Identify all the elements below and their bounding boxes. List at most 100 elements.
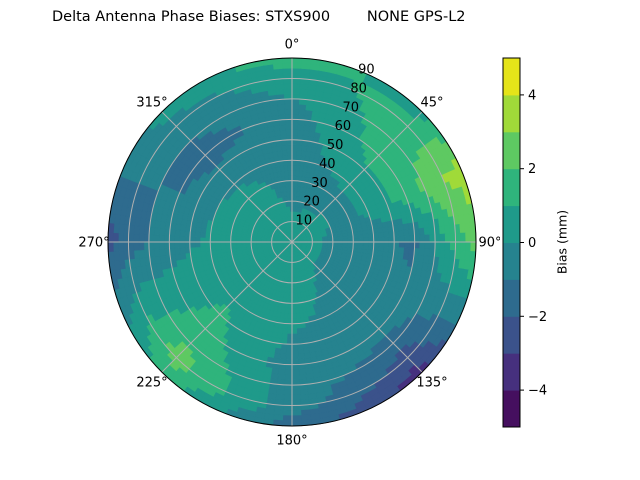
contour-cell [283, 389, 293, 396]
angular-gridline [291, 111, 423, 243]
contour-cell [352, 234, 359, 240]
contour-cell [439, 249, 446, 259]
contour-cell [295, 323, 302, 330]
contour-cell [285, 348, 293, 355]
contour-cell [378, 236, 385, 243]
contour-cell [153, 234, 160, 243]
contour-cell [295, 312, 301, 319]
contour-cell [128, 241, 135, 251]
angular-gridline [161, 241, 293, 373]
contour-cell [352, 238, 359, 243]
angular-tick-label: 225° [136, 376, 167, 391]
contour-cell [282, 420, 293, 427]
contour-cell [291, 62, 302, 69]
contour-cell [286, 139, 293, 146]
contour-cell [169, 235, 175, 243]
colorbar-band [503, 205, 520, 243]
contour-cell [275, 88, 285, 95]
contour-cell [444, 225, 451, 235]
radial-tick-label: 10 [296, 214, 313, 229]
contour-cell [123, 232, 129, 243]
contour-cell [297, 124, 305, 131]
contour-cell [200, 250, 207, 257]
contour-cell [449, 241, 456, 251]
contour-cell [210, 245, 217, 251]
contour-cell [291, 323, 297, 330]
radial-tick-label: 70 [342, 100, 359, 115]
contour-cell [286, 149, 293, 156]
contour-cell [279, 124, 287, 131]
contour-cell [283, 88, 293, 95]
contour-cell [291, 159, 297, 166]
contour-cell [298, 373, 307, 381]
contour-cell [225, 241, 232, 246]
contour-cell [398, 247, 405, 255]
contour-cell [153, 248, 161, 257]
contour-cell [286, 343, 293, 350]
contour-cell [393, 236, 400, 243]
contour-cell [439, 241, 446, 251]
contour-cell [281, 144, 288, 151]
contour-cell [295, 317, 301, 324]
contour-cell [358, 237, 364, 243]
contour-cell [291, 343, 298, 350]
contour-cell [174, 235, 181, 243]
contour-cell [373, 232, 380, 239]
angular-tick-label: 180° [276, 434, 307, 449]
contour-cell [460, 232, 467, 243]
contour-cell [174, 229, 181, 237]
contour-cell [470, 232, 477, 243]
contour-cell [143, 233, 150, 243]
contour-cell [174, 247, 181, 255]
contour-cell [298, 368, 307, 376]
contour-cell [291, 134, 298, 141]
contour-cell [460, 241, 467, 252]
contour-cell [455, 232, 461, 243]
contour-cell [291, 348, 299, 355]
contour-cell [398, 229, 405, 237]
contour-cell [434, 233, 441, 243]
contour-cell [299, 88, 309, 95]
contour-cell [284, 103, 293, 110]
contour-cell [291, 113, 300, 120]
contour-cell [373, 241, 380, 247]
contour-cell [429, 241, 436, 250]
contour-cell [358, 241, 364, 247]
contour-cell [465, 241, 472, 252]
contour-cell [284, 113, 293, 120]
contour-cell [287, 318, 293, 325]
contour-cell [434, 241, 441, 251]
contour-cell [194, 231, 201, 238]
angular-tick-label: 135° [416, 376, 447, 391]
colorbar-tick-label: 2 [528, 162, 536, 177]
angular-tick-label: 45° [420, 95, 443, 110]
contour-cell [204, 245, 211, 252]
contour-cell [296, 149, 302, 156]
contour-cell [215, 241, 221, 247]
contour-cell [403, 229, 410, 237]
contour-cell [291, 83, 301, 90]
contour-cell [419, 234, 426, 243]
contour-cell [283, 78, 293, 85]
contour-cell [377, 227, 384, 234]
contour-cell [388, 241, 395, 248]
contour-cell [279, 129, 287, 136]
contour-cell [378, 241, 385, 248]
contour-cell [409, 241, 415, 249]
contour-cell [291, 144, 298, 151]
contour-cell [276, 145, 283, 152]
contour-cell [403, 247, 410, 255]
contour-cell [279, 353, 287, 360]
contour-cell [123, 241, 129, 252]
contour-cell [291, 364, 300, 371]
contour-cell [291, 139, 298, 146]
contour-cell [220, 241, 226, 247]
contour-cell [287, 308, 293, 314]
contour-cell [291, 149, 298, 156]
contour-cell [286, 328, 293, 335]
contour-cell [291, 399, 301, 406]
contour-cell [444, 249, 451, 259]
contour-cell [291, 165, 297, 171]
contour-cell [294, 302, 300, 309]
chart-title: Delta Antenna Phase Biases: STXS900 NONE… [52, 9, 466, 25]
